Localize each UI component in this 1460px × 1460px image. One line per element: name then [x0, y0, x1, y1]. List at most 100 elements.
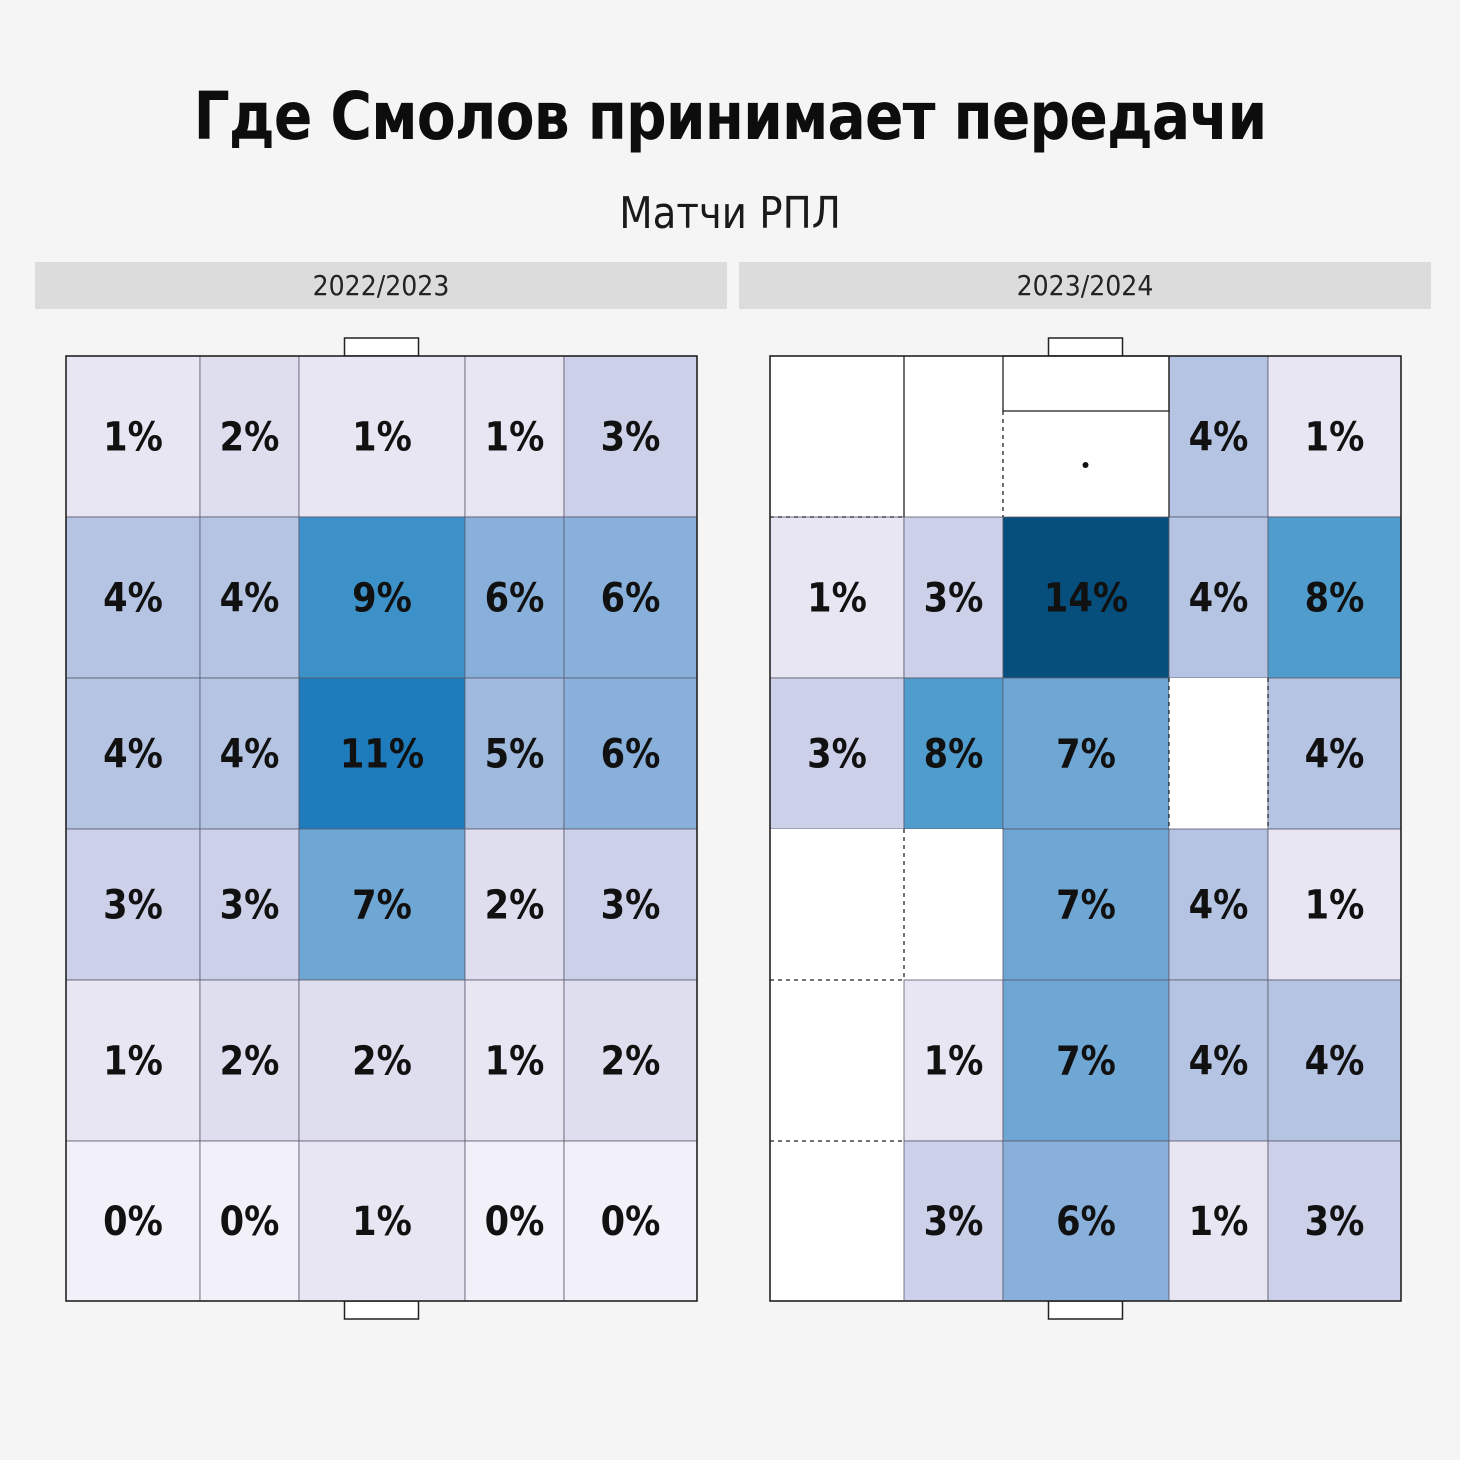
cell-label-r1-c5: 1% — [1305, 413, 1365, 460]
heatmap-cell-r5-c2 — [199, 979, 300, 1142]
heatmap-cell-r3-c3 — [1002, 677, 1170, 830]
pitch-left: 1% 2% 1% 1% 3% 4% 4% 9% 6% 6% 4% 4% 11% 5% 6% 3% 3% 7% 2% 3… — [65, 337, 698, 1320]
cell-label-r5-c5: 2% — [601, 1037, 661, 1084]
heatmap-cell-r5-c1 — [65, 979, 201, 1142]
cell-label-r1-c4: 4% — [1189, 413, 1249, 460]
cell-label-r4-c5: 3% — [601, 881, 661, 928]
heatmap-cell-r5-c5 — [1267, 979, 1402, 1142]
cell-label-r6-c3: 6% — [1056, 1198, 1116, 1245]
goal-bottom — [1047, 1300, 1124, 1320]
heatmap-cell-r3-c4 — [464, 677, 565, 830]
cell-label-r6-c3: 1% — [352, 1198, 412, 1245]
heatmap-cell-r3-c1 — [769, 677, 905, 830]
heatmap-cell-r5-c5 — [563, 979, 698, 1142]
panel-title-right: 2023/2024 — [1016, 269, 1154, 302]
heatmap-cell-r2-c3 — [1002, 516, 1170, 679]
cell-label-r3-c5: 4% — [1305, 730, 1365, 777]
heatmap-cell-r4-c4 — [464, 828, 565, 981]
heatmap-cell-r6-c4 — [1168, 1140, 1269, 1302]
heatmap-cell-r6-c1 — [770, 1141, 904, 1301]
heatmap-cell-r4-c1 — [65, 828, 201, 981]
cell-label-r6-c4: 1% — [1189, 1198, 1249, 1245]
cell-label-r2-c1: 1% — [807, 574, 867, 621]
cell-label-r3-c3: 7% — [1056, 730, 1116, 777]
heatmap-cell-r4-c5 — [563, 828, 698, 981]
cell-label-r3-c5: 6% — [601, 730, 661, 777]
heatmap-cell-r2-c2 — [199, 516, 300, 679]
cell-label-r5-c2: 2% — [220, 1037, 280, 1084]
cell-label-r1-c1: 1% — [103, 413, 163, 460]
cell-label-r3-c1: 4% — [103, 730, 163, 777]
heatmap-cell-r2-c5 — [563, 516, 698, 679]
heatmap-cell-r6-c5 — [1267, 1140, 1402, 1302]
cell-label-r5-c1: 1% — [103, 1037, 163, 1084]
cell-label-r5-c4: 1% — [485, 1037, 545, 1084]
cell-label-r3-c4: 5% — [485, 730, 545, 777]
heatmap-cell-r4-c2 — [199, 828, 300, 981]
cell-label-r3-c3: 11% — [340, 730, 424, 777]
cell-label-r2-c5: 8% — [1305, 574, 1365, 621]
penalty-spot — [1082, 462, 1089, 468]
cell-label-r6-c2: 3% — [924, 1198, 984, 1245]
cell-label-r1-c5: 3% — [601, 413, 661, 460]
heatmap-cell-r2-c1 — [65, 516, 201, 679]
pitch-border — [65, 355, 698, 1302]
heatmap-cell-r4-c1 — [770, 829, 904, 980]
cell-label-r6-c5: 3% — [1305, 1198, 1365, 1245]
heatmap-cell-r5-c4 — [1168, 979, 1269, 1142]
cell-label-r1-c4: 1% — [485, 413, 545, 460]
cell-label-r2-c3: 14% — [1044, 574, 1128, 621]
cell-label-r2-c5: 6% — [601, 574, 661, 621]
cell-label-r6-c4: 0% — [485, 1198, 545, 1245]
chart-subtitle: Матчи РПЛ — [619, 188, 841, 239]
heatmap-cell-r1-c1 — [770, 356, 904, 517]
heatmap-cell-r2-c5 — [1267, 516, 1402, 679]
cell-label-r3-c2: 8% — [924, 730, 984, 777]
cell-label-r6-c5: 0% — [601, 1198, 661, 1245]
cell-label-r2-c3: 9% — [352, 574, 412, 621]
pitch-right: 4% 1% 1% 3% 14% 4% 8% 3% 8% 7% 4% 7% 4% 1% 1% 7% 4% 4% 3% 6… — [769, 337, 1402, 1320]
heatmap-cell-r5-c3 — [298, 979, 466, 1142]
cell-label-r5-c2: 1% — [924, 1037, 984, 1084]
cell-label-r4-c5: 1% — [1305, 881, 1365, 928]
heatmap-cell-r6-c2 — [199, 1140, 300, 1302]
cell-label-r2-c2: 3% — [924, 574, 984, 621]
heatmap-cell-r4-c2 — [904, 829, 1003, 980]
panel-title-left: 2022/2023 — [312, 269, 450, 302]
cell-label-r1-c2: 2% — [220, 413, 280, 460]
heatmap-cell-r5-c4 — [464, 979, 565, 1142]
heatmap-cell-r6-c3 — [1002, 1140, 1170, 1302]
heatmap-cell-r2-c4 — [464, 516, 565, 679]
cell-label-r6-c1: 0% — [103, 1198, 163, 1245]
heatmap-cell-r5-c3 — [1002, 979, 1170, 1142]
cell-label-r4-c2: 3% — [220, 881, 280, 928]
chart-title: Где Смолов принимает передачи — [193, 78, 1268, 155]
heatmap-cell-r4-c3 — [298, 828, 466, 981]
pitch-border — [769, 355, 1402, 1302]
cell-label-r4-c4: 2% — [485, 881, 545, 928]
heatmap-cell-r3-c2 — [199, 677, 300, 830]
cell-label-r4-c4: 4% — [1189, 881, 1249, 928]
cell-label-r2-c2: 4% — [220, 574, 280, 621]
cell-label-r2-c4: 6% — [485, 574, 545, 621]
heatmap-cell-r1-c4 — [464, 355, 565, 518]
goal-top — [343, 337, 420, 357]
heatmap-cell-r2-c4 — [1168, 516, 1269, 679]
heatmap-cell-r1-c3 — [1003, 356, 1169, 517]
heatmap-cell-r3-c5 — [563, 677, 698, 830]
heatmap-cell-r3-c4 — [1169, 678, 1268, 829]
heatmap-cell-r5-c1 — [770, 980, 904, 1141]
cell-label-r6-c2: 0% — [220, 1198, 280, 1245]
heatmap-cell-r3-c1 — [65, 677, 201, 830]
heatmap-cell-r1-c5 — [1267, 355, 1402, 518]
heatmap-cell-r3-c3 — [298, 677, 466, 830]
cell-label-r5-c3: 7% — [1056, 1037, 1116, 1084]
panel-header-right: 2023/2024 — [739, 262, 1431, 309]
cell-label-r3-c2: 4% — [220, 730, 280, 777]
panel-header-left: 2022/2023 — [35, 262, 727, 309]
heatmap-cell-r2-c3 — [298, 516, 466, 679]
cell-label-r1-c3: 1% — [352, 413, 412, 460]
heatmap-cell-r2-c2 — [903, 516, 1004, 679]
heatmap-cell-r4-c3 — [1002, 828, 1170, 981]
